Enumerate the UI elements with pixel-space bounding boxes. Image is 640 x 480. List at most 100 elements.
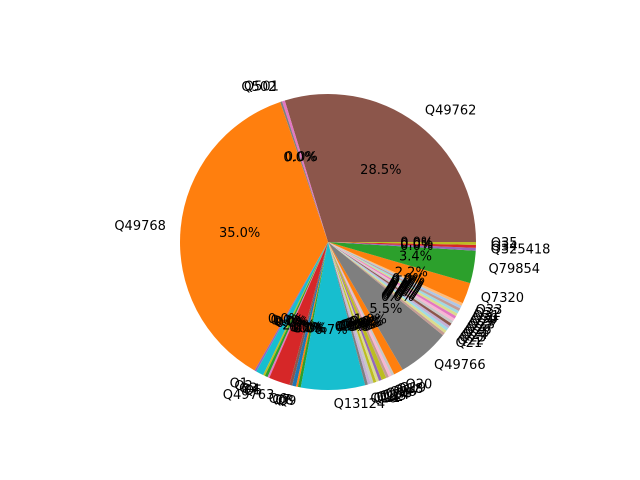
pie-slice-26 xyxy=(328,242,443,370)
pie-slice-24 xyxy=(328,242,395,376)
slice-label-17: Q12 xyxy=(377,390,404,405)
slice-pct-30: 0.0% xyxy=(384,286,417,301)
slice-pct-42: 0.0% xyxy=(400,239,433,254)
slice-pct-16: 0.0% xyxy=(336,320,369,335)
pie-slice-0 xyxy=(284,94,476,242)
slice-pct-43: 0.0% xyxy=(400,237,433,252)
pie-slice-14 xyxy=(300,242,366,390)
slice-pct-38: 0.0% xyxy=(391,274,424,289)
slice-pct-32: 0.0% xyxy=(386,283,419,298)
slice-label-30: Q24 xyxy=(461,328,488,343)
slice-label-3: Q49768 xyxy=(114,219,166,234)
slice-label-11: Q7 xyxy=(272,393,291,408)
pie-slice-11 xyxy=(292,242,328,387)
slice-pct-35: 0.0% xyxy=(389,278,422,293)
slice-pct-11: 0.0% xyxy=(291,321,324,336)
slice-pct-31: 0.0% xyxy=(385,284,418,299)
slice-pct-37: 0.0% xyxy=(390,275,423,290)
slice-pct-41: 3.4% xyxy=(399,250,432,265)
pie-slice-37 xyxy=(328,242,461,311)
slice-pct-6: 0.0% xyxy=(273,315,306,330)
slice-label-28: Q22 xyxy=(457,333,484,348)
slice-label-40: Q7320 xyxy=(481,291,524,306)
pie-slice-9 xyxy=(269,242,328,385)
slice-pct-29: 0.0% xyxy=(383,287,416,302)
slice-pct-36: 0.0% xyxy=(390,277,423,292)
slice-label-41: Q79854 xyxy=(488,262,540,277)
pie-slice-22 xyxy=(328,242,389,379)
pie-slice-23 xyxy=(328,242,392,377)
slice-label-9: Q49763 xyxy=(223,388,275,403)
pie-slice-41 xyxy=(328,242,476,284)
slice-pct-25: 1.0% xyxy=(354,313,387,328)
slice-label-36: Q30 xyxy=(471,312,498,327)
slice-label-37: Q31 xyxy=(473,309,500,324)
pie-slice-43 xyxy=(328,242,476,248)
slice-label-4: Q1 xyxy=(230,376,249,391)
slice-pct-2: 0.0% xyxy=(283,150,316,165)
slice-pct-18: 0.0% xyxy=(340,319,373,334)
slice-label-43: Q34 xyxy=(491,239,518,254)
pie-slice-29 xyxy=(328,242,449,331)
slice-label-18: Q13 xyxy=(380,389,407,404)
slice-label-23: Q18 xyxy=(396,382,423,397)
pie-slice-38 xyxy=(328,242,462,309)
slice-label-5: Q2 xyxy=(234,379,253,394)
slice-pct-27: 0.0% xyxy=(381,290,414,305)
slice-pct-13: 0.0% xyxy=(294,322,327,337)
slice-label-0: Q49762 xyxy=(425,104,477,119)
pie-slice-15 xyxy=(328,242,368,386)
pie-slice-8 xyxy=(267,242,328,378)
slice-label-29: Q23 xyxy=(459,331,486,346)
slice-pct-40: 2.2% xyxy=(395,265,428,280)
pie-slice-20 xyxy=(328,242,382,381)
pie-slice-1 xyxy=(281,100,328,242)
slice-label-15: Q10 xyxy=(370,392,397,407)
pie-slice-6 xyxy=(263,242,328,376)
slice-label-14: Q13124 xyxy=(334,397,386,412)
pie-slice-19 xyxy=(328,242,380,382)
pie-slices xyxy=(179,94,476,390)
slice-pct-39: 0.0% xyxy=(392,272,425,287)
slice-label-20: Q15 xyxy=(386,387,413,402)
slice-pct-19: 0.0% xyxy=(341,318,374,333)
slice-label-1: Q501 xyxy=(244,79,279,94)
slice-label-35: Q29 xyxy=(470,315,497,330)
slice-pct-1: 0.0% xyxy=(285,150,318,165)
slice-pct-26: 5.5% xyxy=(369,302,402,317)
pie-slice-21 xyxy=(328,242,387,380)
slice-pct-12: 0.0% xyxy=(293,321,326,336)
pie-slice-2 xyxy=(280,101,328,242)
slice-label-7: Q4 xyxy=(242,382,261,397)
pie-slice-16 xyxy=(328,242,371,385)
pie-slice-25 xyxy=(328,242,403,375)
pie-slice-30 xyxy=(328,242,450,329)
slice-label-34: Q28 xyxy=(468,317,495,332)
pie-slice-36 xyxy=(328,242,459,314)
slice-label-42: Q325418 xyxy=(491,242,551,257)
slice-label-44: Q35 xyxy=(491,236,518,251)
pie-slice-12 xyxy=(296,242,328,387)
slice-pct-10: 0.0% xyxy=(289,320,322,335)
pie-slice-27 xyxy=(328,242,445,336)
slice-label-32: Q26 xyxy=(465,323,492,338)
pie-slice-32 xyxy=(328,242,454,324)
slice-pct-28: 0.0% xyxy=(382,288,415,303)
pie-slice-3 xyxy=(179,101,328,371)
slice-pct-3: 35.0% xyxy=(219,226,260,241)
slice-pct-23: 0.0% xyxy=(349,315,382,330)
pie-labels: Q49762 28.5% Q501 0.0% Q502 0.0% Q49768 35.0% Q1… xyxy=(114,79,550,412)
pie-slice-28 xyxy=(328,242,447,333)
slice-label-2: Q502 xyxy=(241,80,276,95)
pie-slice-10 xyxy=(289,242,328,386)
slice-pct-44: 0.0% xyxy=(400,235,433,250)
slice-pct-34: 0.0% xyxy=(388,280,421,295)
slice-pct-4: 0.0% xyxy=(268,312,301,327)
pie-slice-7 xyxy=(264,242,328,378)
pie-slice-33 xyxy=(328,242,455,322)
slice-pct-33: 0.0% xyxy=(387,281,420,296)
slice-label-26: Q49766 xyxy=(434,358,486,373)
pie-slice-5 xyxy=(256,242,328,376)
